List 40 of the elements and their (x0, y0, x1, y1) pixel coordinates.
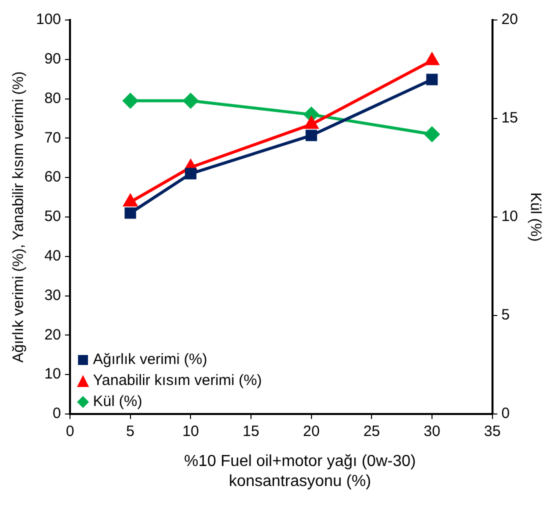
y-tick-label: 60 (44, 168, 62, 186)
y-tick-label: 30 (44, 286, 62, 304)
point (183, 93, 198, 108)
legend-label: Kül (%) (93, 392, 142, 412)
x-axis-title: %10 Fuel oil+motor yağı (0w-30) konsantrasyonu (%) (183, 452, 417, 492)
point (184, 168, 196, 180)
y-tick-label: 20 (44, 326, 62, 344)
y2-axis-title: Kül (%) (526, 192, 544, 242)
y2-tick-label: 5 (501, 306, 510, 324)
x-tick-label: 5 (126, 423, 135, 440)
point (304, 116, 318, 129)
y-tick-label: 50 (44, 208, 62, 226)
x-tick-label: 20 (302, 423, 320, 440)
x-tick-label: 15 (242, 423, 260, 440)
y2-tick-label: 10 (501, 208, 518, 226)
point (425, 53, 439, 66)
x-tick-label: 35 (484, 423, 501, 440)
y-tick-label: 10 (44, 366, 62, 383)
y-tick-label: 80 (44, 90, 62, 107)
x-tick-label: 30 (424, 423, 440, 440)
x-tick-label: 0 (66, 423, 74, 440)
y-tick-label: 0 (52, 405, 62, 422)
y-tick-label: 40 (44, 248, 62, 265)
legend-label: Ağırlık verimi (%) (93, 350, 208, 370)
y-axis-title: Ağırlık verimi (%), Yanabilir kısım verimi (%) (10, 71, 28, 363)
point (122, 93, 138, 108)
point (424, 126, 440, 142)
point (306, 130, 318, 142)
point (426, 74, 438, 86)
y-tick-label: 90 (44, 50, 62, 68)
x-tick-label: 10 (182, 423, 200, 440)
y-tick-label: 70 (44, 129, 62, 146)
point (124, 194, 138, 207)
point (124, 207, 136, 219)
y2-tick-label: 0 (501, 405, 510, 422)
legend-label: Yanabilir kısım verimi (%) (93, 371, 262, 391)
y2-tick-label: 15 (501, 110, 518, 127)
y2-tick-label: 20 (501, 11, 518, 28)
y-tick-label: 100 (36, 11, 62, 28)
x-tick-label: 25 (363, 423, 380, 440)
